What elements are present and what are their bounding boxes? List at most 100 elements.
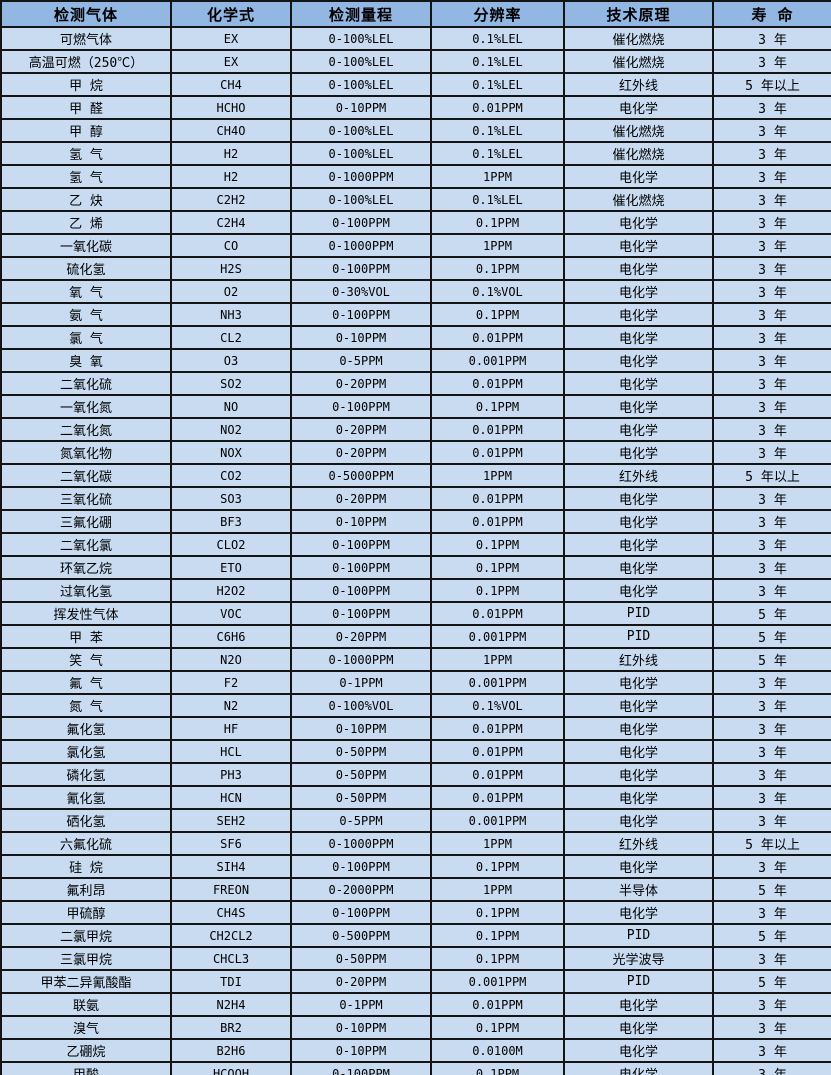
table-row: 甲 烷 CH4 0-100%LEL 0.1%LEL 红外线 5 年以上 bbox=[0, 72, 831, 97]
column-header-range: 检测量程 bbox=[290, 0, 432, 28]
table-row: 联氨 N2H4 0-1PPM 0.01PPM 电化学 3 年 bbox=[0, 992, 831, 1017]
cell-gas: 氨 气 bbox=[0, 302, 172, 327]
cell-resolution: 0.1PPM bbox=[430, 1061, 565, 1075]
cell-range: 0-30%VOL bbox=[290, 279, 432, 304]
cell-range: 0-50PPM bbox=[290, 762, 432, 787]
cell-principle: 电化学 bbox=[563, 394, 714, 419]
cell-resolution: 0.01PPM bbox=[430, 486, 565, 511]
cell-principle: 电化学 bbox=[563, 233, 714, 258]
table-row: 氮 气 N2 0-100%VOL 0.1%VOL 电化学 3 年 bbox=[0, 693, 831, 718]
cell-lifespan: 3 年 bbox=[712, 118, 831, 143]
cell-formula: F2 bbox=[170, 670, 292, 695]
cell-lifespan: 3 年 bbox=[712, 95, 831, 120]
cell-resolution: 0.1%VOL bbox=[430, 693, 565, 718]
cell-range: 0-20PPM bbox=[290, 371, 432, 396]
cell-lifespan: 3 年 bbox=[712, 187, 831, 212]
cell-formula: SF6 bbox=[170, 831, 292, 856]
cell-principle: 催化燃烧 bbox=[563, 118, 714, 143]
table-row: 乙 炔 C2H2 0-100%LEL 0.1%LEL 催化燃烧 3 年 bbox=[0, 187, 831, 212]
table-row: 三氟化硼 BF3 0-10PPM 0.01PPM 电化学 3 年 bbox=[0, 509, 831, 534]
cell-lifespan: 3 年 bbox=[712, 256, 831, 281]
cell-lifespan: 3 年 bbox=[712, 716, 831, 741]
cell-gas: 氟 气 bbox=[0, 670, 172, 695]
cell-gas: 甲 醇 bbox=[0, 118, 172, 143]
table-row: 硫化氢 H2S 0-100PPM 0.1PPM 电化学 3 年 bbox=[0, 256, 831, 281]
cell-principle: 电化学 bbox=[563, 670, 714, 695]
cell-principle: PID bbox=[563, 601, 714, 626]
cell-lifespan: 3 年 bbox=[712, 164, 831, 189]
cell-resolution: 0.001PPM bbox=[430, 670, 565, 695]
cell-resolution: 0.001PPM bbox=[430, 808, 565, 833]
table-row: 氯化氢 HCL 0-50PPM 0.01PPM 电化学 3 年 bbox=[0, 739, 831, 764]
cell-resolution: 0.01PPM bbox=[430, 325, 565, 350]
cell-principle: 电化学 bbox=[563, 555, 714, 580]
table-row: 一氧化氮 NO 0-100PPM 0.1PPM 电化学 3 年 bbox=[0, 394, 831, 419]
cell-lifespan: 5 年以上 bbox=[712, 72, 831, 97]
cell-lifespan: 3 年 bbox=[712, 785, 831, 810]
cell-principle: 电化学 bbox=[563, 1038, 714, 1063]
cell-resolution: 0.1%LEL bbox=[430, 187, 565, 212]
cell-principle: PID bbox=[563, 923, 714, 948]
cell-range: 0-1000PPM bbox=[290, 233, 432, 258]
cell-formula: H2O2 bbox=[170, 578, 292, 603]
cell-principle: 半导体 bbox=[563, 877, 714, 902]
table-row: 挥发性气体 VOC 0-100PPM 0.01PPM PID 5 年 bbox=[0, 601, 831, 626]
table-row: 甲硫醇 CH4S 0-100PPM 0.1PPM 电化学 3 年 bbox=[0, 900, 831, 925]
cell-formula: HCOOH bbox=[170, 1061, 292, 1075]
cell-principle: 电化学 bbox=[563, 256, 714, 281]
cell-formula: NO2 bbox=[170, 417, 292, 442]
cell-formula: SO2 bbox=[170, 371, 292, 396]
cell-range: 0-100PPM bbox=[290, 394, 432, 419]
cell-formula: CLO2 bbox=[170, 532, 292, 557]
cell-principle: 红外线 bbox=[563, 831, 714, 856]
cell-formula: O2 bbox=[170, 279, 292, 304]
cell-gas: 甲硫醇 bbox=[0, 900, 172, 925]
cell-lifespan: 3 年 bbox=[712, 1061, 831, 1075]
table-row: 甲 醛 HCHO 0-10PPM 0.01PPM 电化学 3 年 bbox=[0, 95, 831, 120]
cell-range: 0-100PPM bbox=[290, 1061, 432, 1075]
cell-lifespan: 3 年 bbox=[712, 1015, 831, 1040]
cell-lifespan: 5 年 bbox=[712, 647, 831, 672]
cell-formula: B2H6 bbox=[170, 1038, 292, 1063]
cell-range: 0-20PPM bbox=[290, 969, 432, 994]
cell-range: 0-100%LEL bbox=[290, 26, 432, 51]
cell-principle: 电化学 bbox=[563, 739, 714, 764]
cell-principle: 电化学 bbox=[563, 532, 714, 557]
cell-gas: 三氯甲烷 bbox=[0, 946, 172, 971]
cell-resolution: 0.1%VOL bbox=[430, 279, 565, 304]
cell-lifespan: 3 年 bbox=[712, 210, 831, 235]
cell-formula: C6H6 bbox=[170, 624, 292, 649]
table-row: 二氧化氮 NO2 0-20PPM 0.01PPM 电化学 3 年 bbox=[0, 417, 831, 442]
cell-formula: H2S bbox=[170, 256, 292, 281]
cell-resolution: 0.001PPM bbox=[430, 624, 565, 649]
cell-formula: HCL bbox=[170, 739, 292, 764]
table-row: 臭 氧 O3 0-5PPM 0.001PPM 电化学 3 年 bbox=[0, 348, 831, 373]
cell-formula: SO3 bbox=[170, 486, 292, 511]
cell-range: 0-100%VOL bbox=[290, 693, 432, 718]
cell-gas: 六氟化硫 bbox=[0, 831, 172, 856]
table-row: 磷化氢 PH3 0-50PPM 0.01PPM 电化学 3 年 bbox=[0, 762, 831, 787]
cell-formula: EX bbox=[170, 49, 292, 74]
cell-resolution: 0.01PPM bbox=[430, 739, 565, 764]
cell-lifespan: 5 年 bbox=[712, 877, 831, 902]
cell-formula: CH4O bbox=[170, 118, 292, 143]
table-row: 环氧乙烷 ETO 0-100PPM 0.1PPM 电化学 3 年 bbox=[0, 555, 831, 580]
cell-formula: H2 bbox=[170, 141, 292, 166]
cell-principle: 电化学 bbox=[563, 371, 714, 396]
cell-resolution: 0.1%LEL bbox=[430, 49, 565, 74]
cell-principle: 电化学 bbox=[563, 1061, 714, 1075]
cell-range: 0-5000PPM bbox=[290, 463, 432, 488]
cell-lifespan: 3 年 bbox=[712, 900, 831, 925]
cell-formula: CHCL3 bbox=[170, 946, 292, 971]
cell-principle: 电化学 bbox=[563, 693, 714, 718]
cell-gas: 氢 气 bbox=[0, 164, 172, 189]
cell-resolution: 0.01PPM bbox=[430, 95, 565, 120]
cell-lifespan: 3 年 bbox=[712, 394, 831, 419]
cell-range: 0-50PPM bbox=[290, 739, 432, 764]
cell-gas: 氮氧化物 bbox=[0, 440, 172, 465]
cell-principle: PID bbox=[563, 969, 714, 994]
cell-lifespan: 3 年 bbox=[712, 992, 831, 1017]
cell-principle: 红外线 bbox=[563, 463, 714, 488]
cell-gas: 过氧化氢 bbox=[0, 578, 172, 603]
cell-gas: 臭 氧 bbox=[0, 348, 172, 373]
